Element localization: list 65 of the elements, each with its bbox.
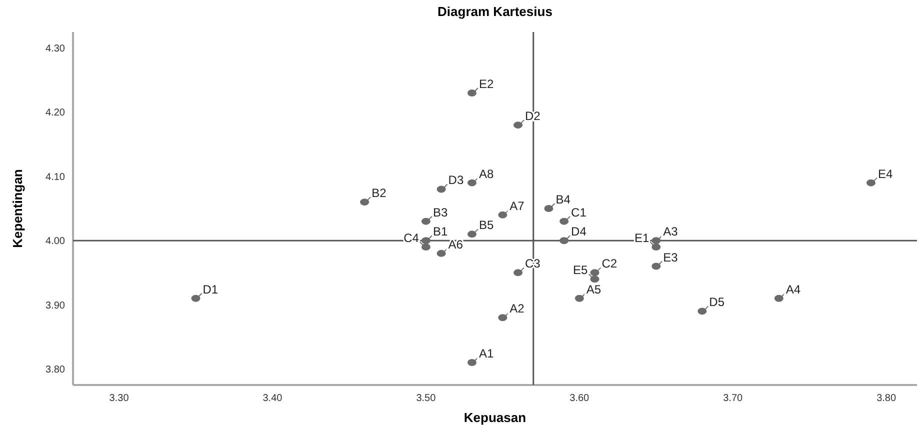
point (467, 89, 476, 96)
annotation: A6 (448, 237, 464, 252)
x-tick-label: 3.50 (416, 393, 436, 404)
point (421, 218, 430, 225)
annotation: A2 (510, 302, 525, 316)
point (866, 179, 876, 186)
annotation: B2 (372, 186, 387, 200)
point (514, 269, 523, 276)
point (191, 294, 200, 302)
point (498, 211, 508, 218)
y-tick-label: 3.90 (46, 300, 66, 312)
annotation: B1 (432, 224, 448, 239)
annotation: E3 (663, 250, 678, 264)
y-axis-title: Kepentingan (10, 169, 25, 248)
point (698, 308, 707, 315)
y-tick-label: 3.80 (46, 364, 66, 376)
annotation: E4 (878, 166, 893, 181)
annotation: D1 (202, 282, 218, 296)
annotation: A5 (586, 282, 602, 296)
annotation: A4 (786, 282, 801, 296)
point (467, 359, 476, 366)
point (590, 276, 600, 283)
point (514, 122, 523, 129)
annotation: D5 (709, 295, 725, 310)
x-tick-label: 3.60 (570, 393, 590, 404)
point (467, 179, 476, 186)
x-axis-title: Kepuasan (464, 410, 526, 425)
point (652, 237, 661, 244)
x-tick-label: 3.30 (109, 393, 130, 404)
point (590, 269, 600, 276)
point (421, 237, 430, 244)
annotation: A1 (478, 346, 494, 361)
annotation: E5 (573, 263, 588, 278)
y-tick-label: 4.10 (46, 172, 66, 183)
annotation: B5 (478, 218, 494, 232)
x-tick-label: 3.40 (262, 393, 283, 404)
annotation: D4 (571, 224, 587, 239)
point (574, 294, 584, 302)
point (467, 230, 476, 238)
point (774, 294, 784, 302)
annotation: C1 (571, 205, 587, 220)
point (498, 314, 508, 322)
annotation: B3 (432, 205, 448, 220)
point (436, 186, 446, 193)
y-tick-label: 4.20 (46, 108, 66, 119)
point (652, 244, 661, 251)
annotation: E2 (478, 76, 494, 91)
point (560, 237, 569, 244)
annotation: D3 (448, 173, 464, 188)
point (560, 218, 569, 225)
annotation: A3 (663, 224, 678, 239)
chart-title: Diagram Kartesius (438, 4, 552, 19)
annotation: A7 (510, 198, 525, 213)
x-tick-label: 3.80 (876, 393, 896, 404)
point (652, 262, 661, 270)
y-tick-label: 4.00 (46, 236, 66, 248)
y-tick-label: 4.30 (46, 44, 66, 55)
point (360, 198, 370, 206)
x-tick-label: 3.70 (723, 393, 744, 404)
annotation: A8 (478, 166, 494, 181)
point (421, 244, 430, 251)
point (544, 205, 554, 212)
point (436, 250, 446, 257)
annotation: C2 (602, 256, 618, 271)
annotation: B4 (556, 192, 571, 206)
